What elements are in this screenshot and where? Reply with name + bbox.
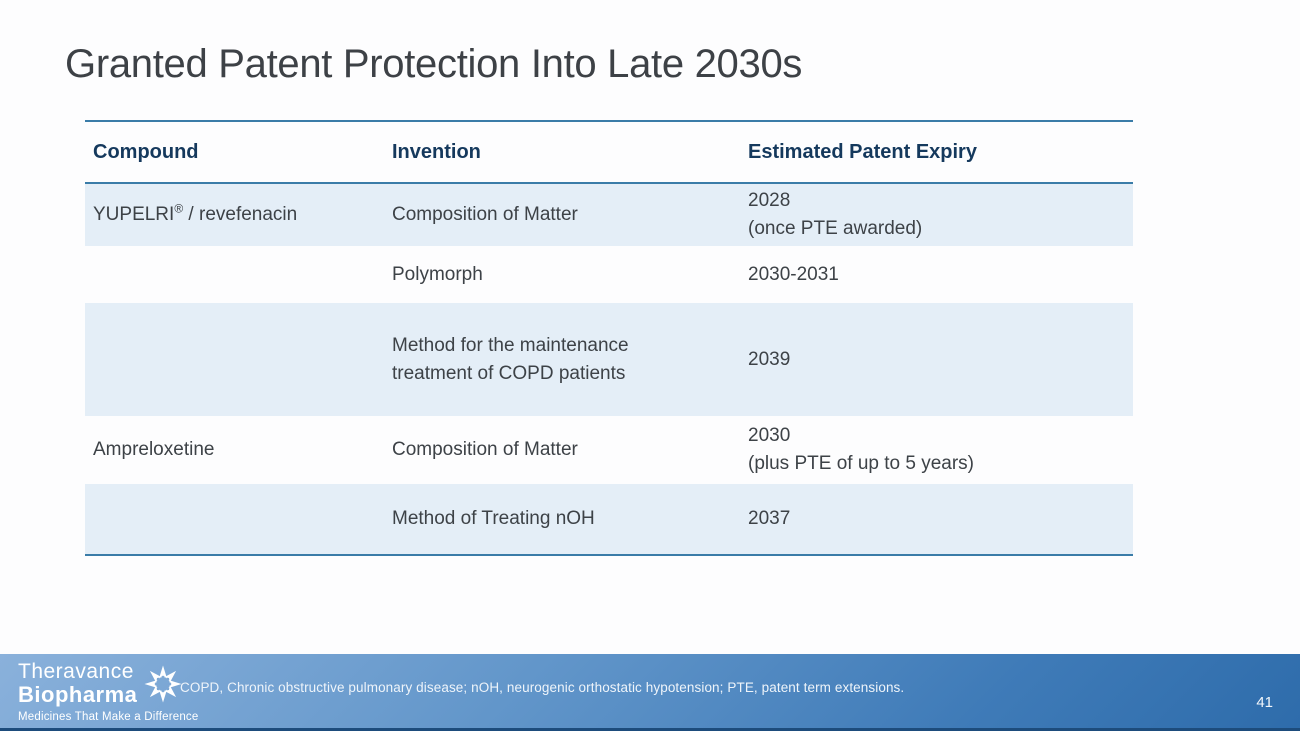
expiry-text: 2028 (once PTE awarded) [748, 190, 923, 239]
expiry-text: 2030-2031 [748, 263, 839, 285]
cell-invention: Method for the maintenance treatment of … [392, 334, 629, 384]
cell-invention: Polymorph [392, 263, 483, 285]
table-row: YUPELRI® / revefenacin Composition of Ma… [85, 184, 1133, 246]
cell-expiry: 2037 [740, 484, 1133, 554]
compound-text: YUPELRI® / revefenacin [93, 201, 298, 225]
cell-invention: Composition of Matter [392, 439, 578, 460]
column-header-invention: Invention [392, 141, 481, 163]
cell-invention: Method of Treating nOH [392, 508, 595, 529]
theravance-biopharma-logo: Theravance Biopharma Med [18, 660, 199, 724]
expiry-text: 2039 [748, 348, 791, 370]
cell-expiry: 2028 (once PTE awarded) [740, 184, 1133, 246]
cell-compound: YUPELRI® / revefenacin [85, 184, 384, 246]
table-row: Method for the maintenance treatment of … [85, 303, 1133, 416]
column-header-expiry: Estimated Patent Expiry [748, 141, 977, 163]
cell-compound [85, 303, 384, 416]
table-header-row: Compound Invention Estimated Patent Expi… [85, 122, 1133, 184]
cell-expiry: 2030 (plus PTE of up to 5 years) [740, 416, 1133, 484]
starburst-icon [144, 665, 182, 702]
cell-invention: Composition of Matter [392, 204, 578, 225]
table-row: Method of Treating nOH 2037 [85, 484, 1133, 554]
logo-wordmark: Theravance Biopharma [18, 660, 138, 707]
page-number: 41 [1256, 694, 1273, 711]
expiry-text: 2030 (plus PTE of up to 5 years) [748, 425, 974, 474]
expiry-text: 2037 [748, 508, 791, 529]
registered-trademark-symbol: ® [174, 201, 184, 216]
column-header-compound: Compound [93, 141, 199, 163]
table-row: Ampreloxetine Composition of Matter 2030… [85, 416, 1133, 484]
logo-tagline: Medicines That Make a Difference [18, 711, 199, 723]
footnote-text: COPD, Chronic obstructive pulmonary dise… [180, 680, 905, 695]
patent-table: Compound Invention Estimated Patent Expi… [85, 120, 1133, 556]
cell-expiry: 2030-2031 [740, 246, 1133, 303]
cell-expiry: 2039 [740, 303, 1133, 416]
cell-compound: Ampreloxetine [93, 439, 215, 460]
slide-title: Granted Patent Protection Into Late 2030… [65, 42, 803, 86]
cell-compound [85, 484, 384, 554]
footer-band: Theravance Biopharma Med [0, 654, 1300, 731]
cell-compound [85, 246, 384, 303]
table-row: Polymorph 2030-2031 [85, 246, 1133, 303]
